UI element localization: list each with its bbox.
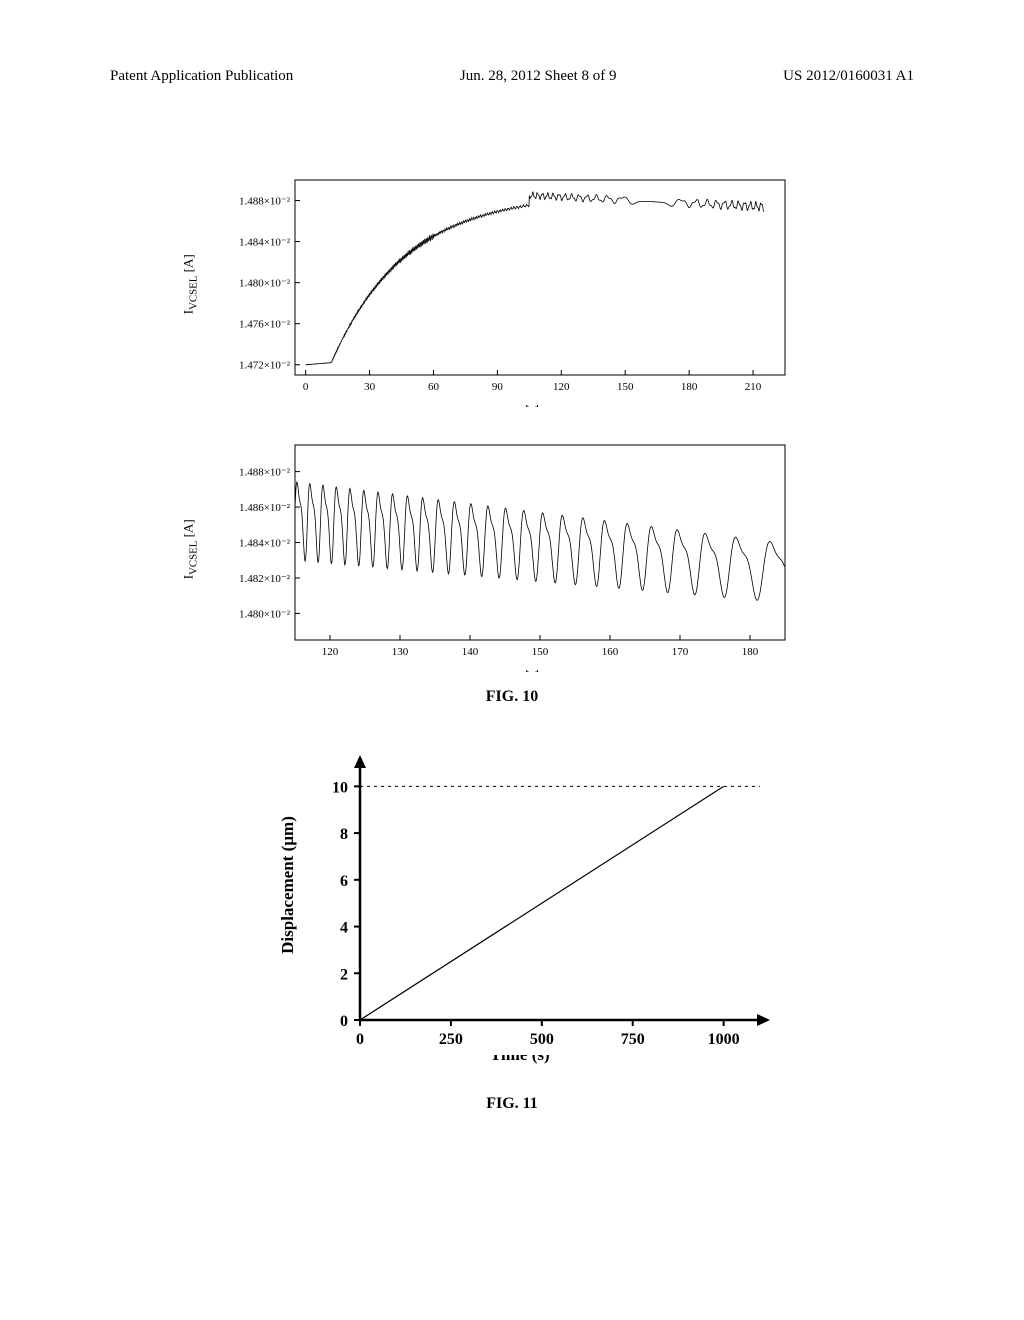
svg-text:0: 0 [303, 381, 309, 393]
svg-text:1.488×10⁻²: 1.488×10⁻² [239, 467, 291, 479]
fig10-caption: FIG. 10 [0, 688, 1024, 706]
svg-text:1.480×10⁻²: 1.480×10⁻² [239, 278, 291, 290]
svg-text:0: 0 [356, 1031, 364, 1048]
chart2: 120 130 140 150 160 170 180 1.480×10⁻² 1.482×10⁻… [225, 435, 795, 670]
chart2-ylabel: IVCSEL [A] [181, 489, 200, 609]
svg-text:1.488×10⁻²: 1.488×10⁻² [239, 196, 291, 208]
svg-text:250: 250 [439, 1031, 463, 1048]
svg-text:6: 6 [340, 873, 348, 890]
page-header: Patent Application Publication Jun. 28, … [110, 68, 914, 85]
svg-text:120: 120 [322, 646, 339, 658]
svg-text:1.476×10⁻²: 1.476×10⁻² [239, 319, 291, 331]
chart1-ylabel: IVCSEL [A] [181, 224, 200, 344]
svg-text:170: 170 [672, 646, 689, 658]
header-left: Patent Application Publication [110, 68, 293, 85]
svg-text:150: 150 [617, 381, 634, 393]
svg-text:60: 60 [428, 381, 440, 393]
svg-text:90: 90 [492, 381, 504, 393]
svg-text:1.482×10⁻²: 1.482×10⁻² [239, 573, 291, 585]
svg-text:1.486×10⁻²: 1.486×10⁻² [239, 502, 291, 514]
chart1: 0 30 60 90 120 150 180 210 1.472×10⁻² 1.476×10⁻² 1… [225, 170, 795, 405]
svg-text:180: 180 [681, 381, 698, 393]
svg-text:120: 120 [553, 381, 570, 393]
svg-text:1.484×10⁻²: 1.484×10⁻² [239, 237, 291, 249]
svg-text:10: 10 [332, 779, 348, 796]
svg-text:4: 4 [340, 920, 348, 937]
svg-text:8: 8 [340, 826, 348, 843]
svg-text:0: 0 [340, 1013, 348, 1030]
svg-text:150: 150 [532, 646, 549, 658]
svg-text:1000: 1000 [708, 1031, 740, 1048]
svg-text:30: 30 [364, 381, 376, 393]
svg-text:500: 500 [530, 1031, 554, 1048]
chart3-ylabel: Displacement (µm) [278, 805, 298, 965]
svg-text:1.472×10⁻²: 1.472×10⁻² [239, 360, 291, 372]
svg-text:1.480×10⁻²: 1.480×10⁻² [239, 608, 291, 620]
svg-text:1.484×10⁻²: 1.484×10⁻² [239, 538, 291, 550]
svg-text:210: 210 [745, 381, 762, 393]
header-right: US 2012/0160031 A1 [783, 68, 914, 85]
fig11-caption: FIG. 11 [0, 1095, 1024, 1113]
svg-text:140: 140 [462, 646, 479, 658]
svg-text:160: 160 [602, 646, 619, 658]
header-center: Jun. 28, 2012 Sheet 8 of 9 [460, 68, 617, 85]
svg-text:2: 2 [340, 966, 348, 983]
chart3: 0 250 500 750 1000 0 2 4 6 8 10 [305, 745, 785, 1055]
svg-text:750: 750 [621, 1031, 645, 1048]
svg-text:130: 130 [392, 646, 409, 658]
svg-text:180: 180 [742, 646, 759, 658]
